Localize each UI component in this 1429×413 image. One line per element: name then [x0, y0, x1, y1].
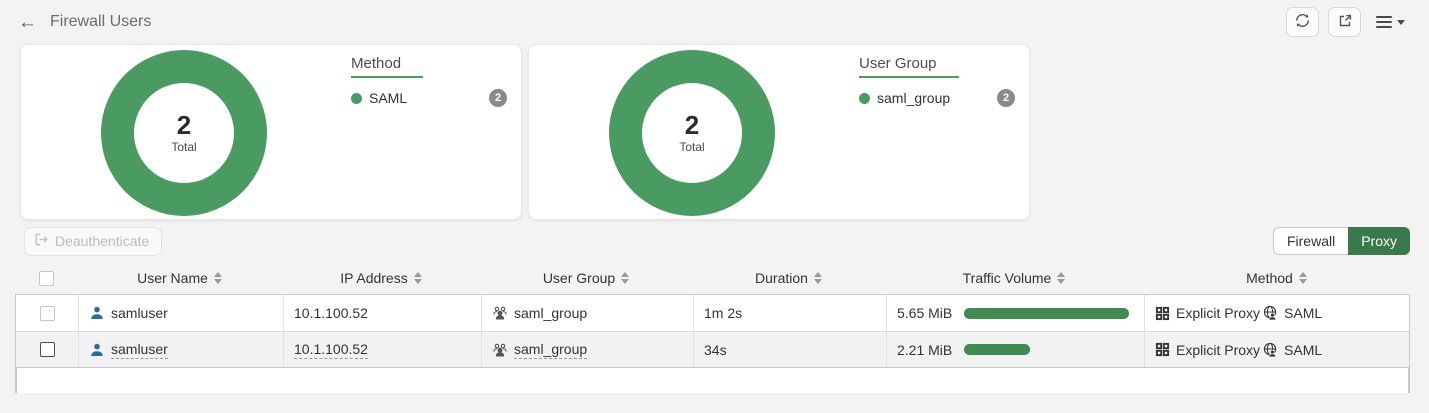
saml-globe-icon — [1262, 342, 1278, 358]
top-header: ← Firewall Users — [0, 0, 1429, 44]
donut-total-label: Total — [679, 139, 705, 154]
legend-item-label: SAML — [369, 90, 408, 106]
method-donut-chart[interactable]: 2 Total — [101, 50, 267, 216]
saml-globe-icon — [1262, 305, 1278, 321]
caret-down-icon — [1397, 19, 1405, 25]
user-group-cell[interactable]: saml_group — [481, 295, 693, 331]
method-cell: Explicit Proxy SAML — [1144, 332, 1411, 367]
sort-icon — [413, 272, 422, 284]
view-toggle: Firewall Proxy — [1272, 227, 1410, 255]
refresh-button[interactable] — [1286, 7, 1319, 37]
sort-icon — [1298, 272, 1307, 284]
user-group-legend: User Group saml_group 2 — [859, 55, 1015, 107]
back-arrow-icon[interactable]: ← — [18, 11, 37, 33]
donut-total-label: Total — [171, 139, 197, 154]
column-header-method[interactable]: Method — [1143, 270, 1410, 286]
table-empty-area — [16, 367, 1409, 393]
legend-item-saml[interactable]: SAML 2 — [351, 89, 507, 107]
sort-icon — [813, 272, 822, 284]
column-header-duration[interactable]: Duration — [692, 270, 885, 286]
table-toolbar: Deauthenticate Firewall Proxy — [0, 220, 1429, 262]
sort-icon — [621, 272, 630, 284]
legend-count-badge: 2 — [489, 89, 507, 107]
legend-item-saml-group[interactable]: saml_group 2 — [859, 89, 1015, 107]
traffic-bar — [964, 344, 1031, 355]
column-header-user-group[interactable]: User Group — [480, 270, 692, 286]
user-group-icon — [492, 305, 508, 321]
traffic-volume-cell: 5.65 MiB — [886, 295, 1144, 331]
popout-icon — [1337, 13, 1353, 32]
donut-total-value: 2 — [176, 110, 192, 141]
menu-button[interactable] — [1370, 12, 1411, 32]
deauthenticate-button[interactable]: Deauthenticate — [24, 226, 163, 256]
legend-count-badge: 2 — [997, 89, 1015, 107]
legend-item-label: saml_group — [877, 90, 951, 106]
refresh-icon — [1294, 12, 1311, 32]
column-header-ip-address[interactable]: IP Address — [282, 270, 480, 286]
user-group-chart-card: 2 Total User Group saml_group 2 — [528, 44, 1030, 220]
user-group-donut-chart[interactable]: 2 Total — [609, 50, 775, 216]
select-all-checkbox[interactable] — [38, 270, 54, 286]
legend-dot — [351, 92, 362, 104]
page-title: Firewall Users — [50, 13, 152, 30]
table-row[interactable]: samluser 10.1.100.52 saml_group 1m 2s 5.… — [16, 295, 1409, 331]
popout-button[interactable] — [1328, 7, 1361, 37]
toggle-proxy[interactable]: Proxy — [1348, 227, 1410, 255]
row-checkbox[interactable] — [39, 342, 55, 357]
method-cell: Explicit Proxy SAML — [1144, 295, 1411, 331]
column-header-traffic-volume[interactable]: Traffic Volume — [885, 270, 1143, 286]
table-header-row: User Name IP Address User Group Duration… — [15, 262, 1410, 294]
column-header-user-name[interactable]: User Name — [77, 270, 282, 286]
legend-title: User Group — [859, 55, 959, 78]
firewall-users-table: User Name IP Address User Group Duration… — [15, 262, 1410, 393]
sort-icon — [213, 272, 222, 284]
user-icon — [89, 305, 105, 321]
traffic-volume-cell: 2.21 MiB — [886, 332, 1144, 367]
legend-title: Method — [351, 55, 424, 78]
deauthenticate-label: Deauthenticate — [55, 232, 150, 249]
logout-icon — [34, 232, 49, 250]
user-name-cell[interactable]: samluser — [78, 295, 283, 331]
sort-icon — [1057, 272, 1066, 284]
summary-cards: 2 Total Method SAML 2 2 Total User Group… — [0, 44, 1429, 220]
user-group-icon — [492, 342, 508, 358]
method-chart-card: 2 Total Method SAML 2 — [20, 44, 522, 220]
donut-total-value: 2 — [684, 110, 700, 141]
legend-dot — [859, 92, 870, 104]
duration-cell: 34s — [693, 332, 886, 367]
ip-address-cell[interactable]: 10.1.100.52 — [283, 295, 481, 331]
row-checkbox[interactable] — [39, 305, 55, 321]
user-group-cell[interactable]: saml_group — [481, 332, 693, 367]
table-row[interactable]: samluser 10.1.100.52 saml_group 34s 2.21… — [16, 331, 1409, 367]
ip-address-cell[interactable]: 10.1.100.52 — [283, 332, 481, 367]
duration-cell: 1m 2s — [693, 295, 886, 331]
user-icon — [89, 342, 105, 358]
select-all-column — [15, 270, 77, 286]
method-legend: Method SAML 2 — [351, 55, 507, 107]
explicit-proxy-icon — [1155, 306, 1170, 321]
hamburger-icon — [1376, 16, 1392, 28]
toggle-firewall[interactable]: Firewall — [1272, 227, 1349, 255]
user-name-cell[interactable]: samluser — [78, 332, 283, 367]
explicit-proxy-icon — [1155, 342, 1170, 357]
traffic-bar — [964, 307, 1130, 319]
